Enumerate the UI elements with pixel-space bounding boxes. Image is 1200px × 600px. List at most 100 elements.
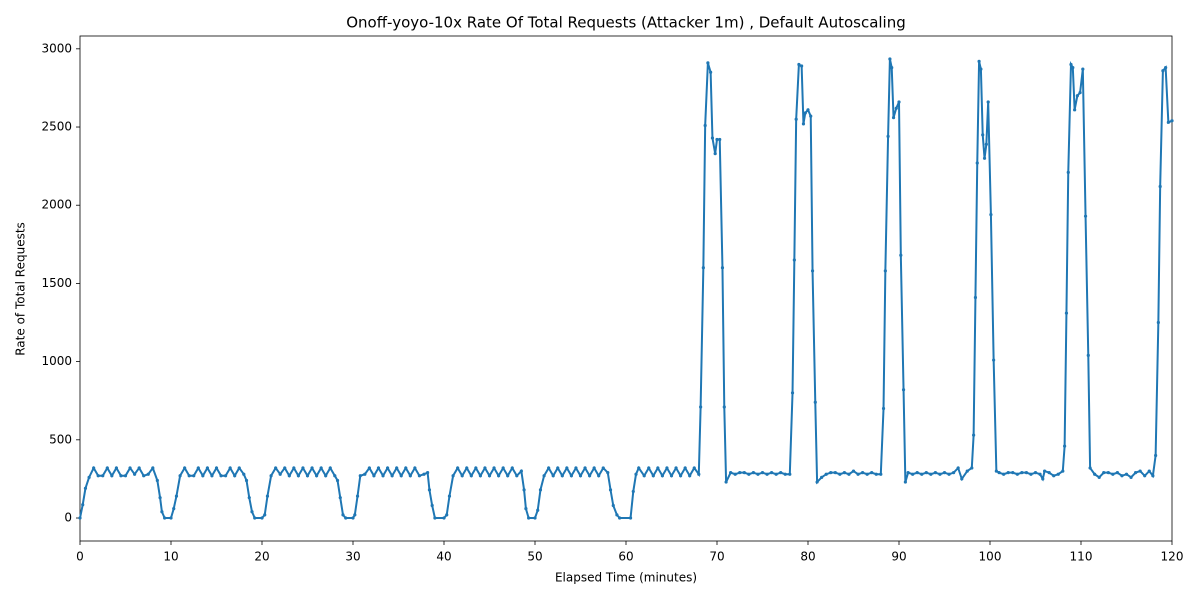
data-point [801, 122, 806, 126]
data-point [187, 474, 191, 478]
data-point [720, 266, 725, 270]
data-point [214, 466, 219, 470]
data-point [1170, 119, 1174, 123]
data-point [478, 474, 482, 478]
data-point [888, 57, 892, 61]
data-point [460, 474, 464, 478]
data-point [274, 466, 278, 470]
data-point [92, 466, 96, 470]
data-point [856, 472, 860, 476]
data-point [803, 111, 807, 115]
data-point [1115, 471, 1119, 475]
data-point [986, 100, 990, 104]
plot-frame [79, 35, 1173, 542]
data-point [310, 466, 314, 470]
data-point [344, 516, 348, 520]
data-point [192, 474, 196, 478]
data-point [1164, 65, 1168, 70]
y-tick-label: 0 [64, 511, 72, 525]
data-point [399, 474, 403, 478]
data-point [1154, 453, 1158, 458]
data-point [474, 466, 478, 470]
data-point [710, 136, 715, 140]
data-point [178, 474, 182, 478]
data-point [634, 472, 638, 476]
data-point [608, 488, 613, 492]
data-point [128, 466, 132, 470]
data-point [169, 516, 173, 520]
data-point [404, 466, 408, 470]
data-point [642, 474, 646, 478]
data-point [733, 472, 737, 476]
x-tick-label: 60 [618, 550, 633, 564]
data-point [1158, 184, 1162, 189]
data-point [952, 471, 956, 475]
data-point [997, 471, 1001, 475]
data-point [335, 478, 340, 483]
x-tick-label: 120 [1161, 550, 1184, 564]
data-point [718, 137, 722, 142]
data-point [445, 513, 449, 517]
x-tick-label: 90 [891, 550, 906, 564]
data-point [1147, 469, 1151, 473]
data-point [551, 474, 555, 478]
x-tick-label: 70 [709, 550, 724, 564]
data-point [697, 472, 701, 476]
data-point [376, 466, 381, 470]
data-point [501, 466, 505, 470]
data-point [779, 471, 783, 475]
x-tick-label: 100 [979, 550, 1002, 564]
data-point [674, 466, 678, 470]
data-point [870, 471, 874, 475]
data-point [506, 474, 510, 478]
data-point [1020, 471, 1024, 475]
data-point [883, 269, 887, 273]
data-point [87, 475, 91, 479]
data-point [363, 472, 367, 476]
data-point [751, 471, 756, 475]
data-point [810, 269, 815, 273]
data-point [163, 516, 167, 520]
data-point [1075, 94, 1079, 98]
x-tick-label: 30 [345, 550, 360, 564]
data-point [1006, 471, 1010, 475]
data-point [815, 480, 819, 484]
data-point [977, 59, 981, 63]
data-point [874, 472, 878, 476]
data-point [979, 67, 983, 71]
data-point [637, 466, 641, 470]
data-point [1071, 65, 1075, 70]
data-point [556, 466, 560, 470]
data-point [713, 152, 717, 156]
data-point [427, 488, 432, 492]
data-point [522, 488, 526, 492]
data-point [656, 466, 660, 470]
data-point [631, 489, 635, 494]
data-point [583, 466, 587, 470]
data-point [861, 471, 865, 475]
data-point [813, 400, 817, 404]
data-point [709, 70, 713, 74]
data-point [219, 474, 223, 478]
data-point [324, 474, 328, 478]
data-point [989, 213, 993, 217]
data-point [1156, 320, 1160, 325]
data-point [542, 474, 546, 478]
data-point [114, 466, 118, 470]
data-point [724, 480, 728, 484]
data-point [756, 472, 760, 476]
data-point [367, 466, 371, 470]
data-point [155, 478, 159, 483]
data-point [760, 471, 765, 475]
data-point [933, 471, 938, 475]
data-point [560, 474, 564, 478]
data-point [1078, 91, 1082, 95]
data-point [524, 507, 528, 511]
x-tick-label: 40 [436, 550, 451, 564]
data-point [385, 466, 390, 470]
data-point [1061, 469, 1065, 473]
data-point [924, 471, 928, 475]
data-point [981, 133, 985, 137]
data-point [929, 472, 933, 476]
